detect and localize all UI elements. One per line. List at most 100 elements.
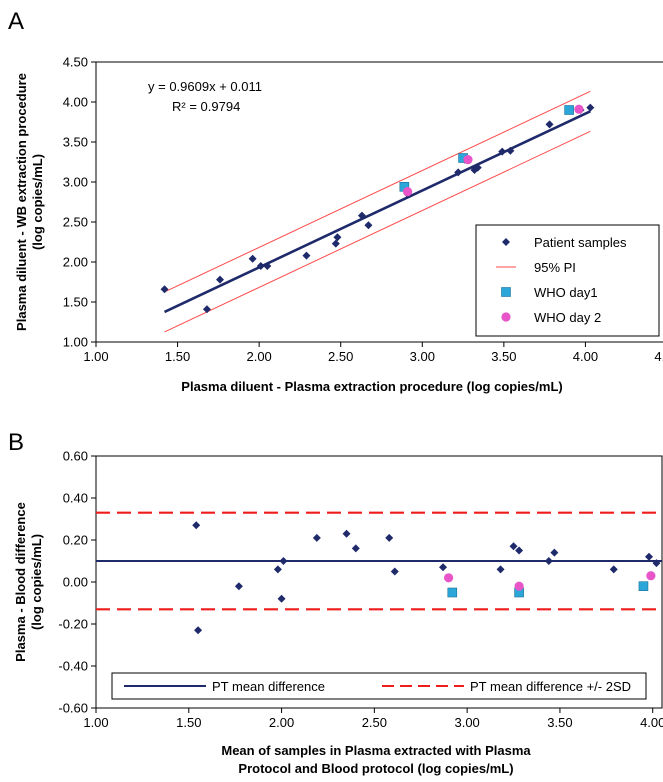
panel-a-ylabel-line2: (log copies/mL) — [30, 154, 45, 250]
panel-b-point-square — [638, 581, 649, 592]
panel-a-ylabel-line1: Plasma diluent - WB extraction procedure — [14, 73, 29, 331]
panel-b-ytick-label: 0.20 — [63, 533, 88, 548]
panel-b-ylabel-line1: Plasma - Blood difference — [13, 502, 28, 662]
panel-b-xlabel-line2: Protocol and Blood protocol (log copies/… — [238, 761, 513, 776]
panel-b-point-diamond — [385, 533, 394, 542]
panel-a-xtick-label: 1.00 — [83, 349, 108, 364]
panel-b-legend-label: PT mean difference — [212, 679, 325, 694]
panel-a-point-diamond — [473, 163, 482, 172]
panel-b-point-diamond — [390, 567, 399, 576]
panel-b-point-diamond — [652, 559, 661, 568]
panel-a-point-diamond — [215, 275, 224, 284]
panel-a-ytick-label: 4.00 — [63, 95, 88, 110]
panel-b-xtick-label: 1.00 — [83, 715, 108, 730]
panel-b-point-diamond — [277, 594, 286, 603]
panel-a-ytick-label: 4.50 — [63, 55, 88, 70]
panel-a-xtick-label: 2.00 — [246, 349, 271, 364]
panel-b-point-diamond — [509, 542, 518, 551]
panel-a-xlabel: Plasma diluent - Plasma extraction proce… — [181, 379, 562, 394]
panel-b-ytick-label: 0.00 — [63, 575, 88, 590]
panel-b-point-diamond — [544, 557, 553, 565]
panel-a-point-diamond — [454, 168, 463, 177]
panel-a-point-diamond — [202, 305, 211, 314]
panel-a-point-circle — [574, 104, 584, 114]
panel-a-letter: A — [8, 8, 24, 35]
panel-a-point-circle — [403, 187, 413, 197]
panel-b-plot-area — [95, 455, 663, 709]
panel-a-legend-swatch-diamond — [502, 238, 510, 246]
panel-a-xtick-label: 4.50 — [654, 349, 663, 364]
panel-b-xtick-label: 3.50 — [547, 715, 572, 730]
panel-a-point-diamond — [302, 251, 311, 260]
panel-b-point-diamond — [194, 626, 203, 635]
panel-a-point-diamond — [506, 146, 515, 155]
panel-b-point-circle — [646, 571, 656, 581]
panel-a-point-diamond — [160, 285, 169, 294]
panel-b-point-square — [447, 587, 458, 598]
panel-b-point-diamond — [645, 552, 654, 561]
panel-b-ytick-label: -0.20 — [58, 617, 88, 632]
panel-a-ytick-label: 2.50 — [63, 215, 88, 230]
panel-a-legend-label: WHO day1 — [534, 285, 598, 300]
panel-a-xtick-label: 4.00 — [573, 349, 598, 364]
panel-b-ytick-label: 0.60 — [63, 449, 88, 464]
panel-a-point-diamond — [498, 147, 507, 156]
panel-b-xtick-label: 2.50 — [362, 715, 387, 730]
panel-b-xlabel-line1: Mean of samples in Plasma extracted with… — [221, 743, 531, 758]
panel-b-point-diamond — [273, 565, 282, 574]
panel-a-chart: 1.00 1.50 2.00 2.50 3.00 3.50 4.00 4.50 1.00 1.50… — [63, 55, 663, 364]
panel-b-point-diamond — [279, 557, 288, 565]
panel-a-point-diamond — [248, 254, 257, 263]
panel-a-legend-swatch-square — [501, 287, 511, 297]
panel-a-ytick-label: 3.00 — [63, 175, 88, 190]
panel-a-ytick-label: 3.50 — [63, 135, 88, 150]
panel-a-plot-area — [95, 61, 663, 343]
panel-a-point-circle — [463, 155, 473, 165]
panel-b-point-circle — [443, 573, 454, 583]
panel-b-ylabel-line2: (log copies/mL) — [29, 534, 44, 630]
panel-a-ytick-label: 1.00 — [63, 335, 88, 350]
panel-b-point-diamond — [312, 533, 321, 542]
panel-b-xtick-label: 1.50 — [176, 715, 201, 730]
panel-b-point-diamond — [550, 548, 559, 557]
panel-a-regression-equation: y = 0.9609x + 0.011 — [148, 79, 262, 94]
panel-b-point-diamond — [609, 565, 618, 574]
panel-a-point-diamond — [333, 233, 342, 242]
panel-a-xtick-label: 3.50 — [491, 349, 516, 364]
panel-a-point-diamond — [545, 120, 554, 129]
panel-b-point-diamond — [342, 529, 351, 538]
panel-a-legend-label: WHO day 2 — [534, 310, 601, 325]
panel-a-point-diamond — [256, 262, 265, 270]
panel-b-letter: B — [8, 429, 24, 456]
panel-a-point-square — [564, 105, 574, 115]
panel-b-xtick-label: 2.00 — [269, 715, 294, 730]
panel-b-point-diamond — [496, 565, 505, 574]
panel-b-point-circle — [514, 581, 524, 591]
panel-a-regression-line — [163, 110, 591, 314]
panel-b-point-diamond — [351, 544, 360, 553]
panel-a-legend-swatch-circle — [501, 312, 511, 322]
panel-b-point-diamond — [234, 582, 243, 591]
panel-b-point-diamond — [515, 546, 524, 555]
panel-b-xtick-label: 3.00 — [454, 715, 479, 730]
panel-a-legend-label: Patient samples — [534, 235, 627, 250]
panel-b-point-diamond — [439, 563, 448, 572]
panel-a-point-diamond — [263, 262, 272, 270]
panel-b-ytick-label: 0.40 — [63, 491, 88, 506]
panel-b-point-diamond — [192, 521, 201, 530]
panel-b-legend-label: PT mean difference +/- 2SD — [470, 679, 631, 694]
panel-a-point-diamond — [364, 221, 373, 230]
panel-a-xtick-label: 3.00 — [410, 349, 435, 364]
panel-b-chart: 1.00 1.50 2.00 2.50 3.00 3.50 4.00 -0.60 -0.40 -0… — [58, 449, 663, 731]
panel-a-legend-label: 95% PI — [534, 260, 576, 275]
panel-a-pi-upper-line — [164, 90, 591, 293]
panel-b-ytick-label: -0.40 — [58, 659, 88, 674]
panel-a-point-diamond — [586, 103, 595, 112]
panel-a-point-diamond — [357, 211, 366, 220]
panel-a-point-diamond — [331, 239, 340, 248]
panel-b-ytick-label: -0.60 — [58, 701, 88, 716]
panel-a-ytick-label: 1.50 — [63, 295, 88, 310]
panel-b-xtick-label: 4.00 — [640, 715, 663, 730]
panel-a-ytick-label: 2.00 — [63, 255, 88, 270]
